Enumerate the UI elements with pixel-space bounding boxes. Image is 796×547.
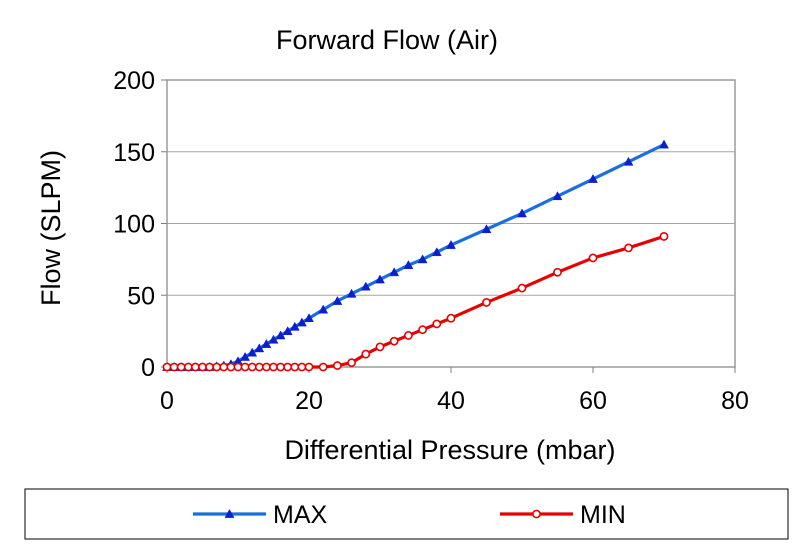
data-point-min [297,362,307,372]
data-point-min [588,253,598,263]
data-point-max [552,191,563,201]
legend-item-min: MIN [500,501,626,529]
data-point-min [553,267,562,277]
y-tick-label: 100 [113,211,155,239]
data-point-min [624,243,633,253]
data-point-min [276,362,285,372]
data-point-max [240,351,251,361]
data-point-min [269,362,278,372]
grid-lines [167,151,735,296]
x-tick-label: 80 [721,387,749,415]
data-point-min [389,336,399,346]
data-point-max [360,281,371,291]
data-point-min [375,342,385,352]
data-point-max [275,330,286,340]
data-point-min [205,362,214,372]
data-point-min [183,362,193,372]
x-tick-label: 20 [295,387,323,415]
data-point-min [219,362,229,372]
legend-item-max: MAX [193,501,328,529]
data-point-max [289,321,300,331]
data-point-min [290,362,300,372]
data-point-min [432,319,442,329]
data-point-min [247,362,257,372]
data-point-min [403,331,413,340]
data-point-max [332,295,343,305]
data-point-min [176,362,186,372]
data-point-min [659,232,669,241]
x-axis-label: Differential Pressure (mbar) [284,435,615,465]
chart-title: Forward Flow (Air) [276,25,498,55]
data-point-max [389,267,400,277]
data-point-max [375,274,385,284]
data-point-min [361,349,371,359]
data-point-min [482,298,491,307]
x-tick-label: 40 [437,387,465,415]
data-point-max [247,347,258,357]
data-point-max [261,339,272,348]
y-tick-label: 150 [113,139,155,167]
data-point-min [418,325,427,335]
data-point-max [282,326,293,335]
data-point-min [169,362,179,372]
data-point-max [403,260,414,269]
legend: MAX MIN [193,501,626,529]
data-point-max [659,139,669,149]
data-point-min [347,358,356,368]
legend-label-max: MAX [273,501,328,529]
x-tick-label: 60 [579,387,607,415]
data-point-min [190,362,200,372]
data-point-max [588,174,598,183]
data-point-min [198,362,207,372]
legend-box [24,488,789,540]
data-point-min [162,362,172,372]
legend-marker-max [224,508,235,518]
data-point-min [233,362,243,372]
series-min [162,232,669,372]
y-tick-label: 50 [127,282,155,310]
data-point-min [240,362,250,372]
y-tick-label: 0 [141,354,155,382]
legend-label-min: MIN [580,501,626,529]
data-point-min [212,362,222,372]
data-point-max [318,304,329,314]
data-point-max [346,288,357,298]
data-point-max [304,313,314,323]
data-point-max [517,208,527,218]
data-point-min [304,362,314,372]
data-point-min [283,362,293,372]
x-tick-label: 0 [160,387,174,415]
legend-marker-min [532,509,541,519]
data-point-max [417,254,428,264]
y-tick-label: 200 [113,67,155,95]
data-point-min [254,362,264,372]
data-point-max [268,334,279,344]
data-point-max [296,317,307,327]
data-point-min [261,362,271,372]
axes: 0 50 100 150 200 0 20 40 60 80 [113,67,749,415]
y-axis-label: Flow (SLPM) [36,150,66,306]
data-point-max [431,247,442,257]
data-point-min [226,362,236,372]
data-point-max [481,224,492,234]
data-point-min [332,361,342,370]
data-point-max [623,156,634,166]
data-point-max [446,240,456,249]
data-point-min [318,362,328,372]
data-point-max [254,343,265,353]
data-point-min [517,283,527,293]
series-layer [162,139,669,372]
data-point-min [446,313,456,323]
